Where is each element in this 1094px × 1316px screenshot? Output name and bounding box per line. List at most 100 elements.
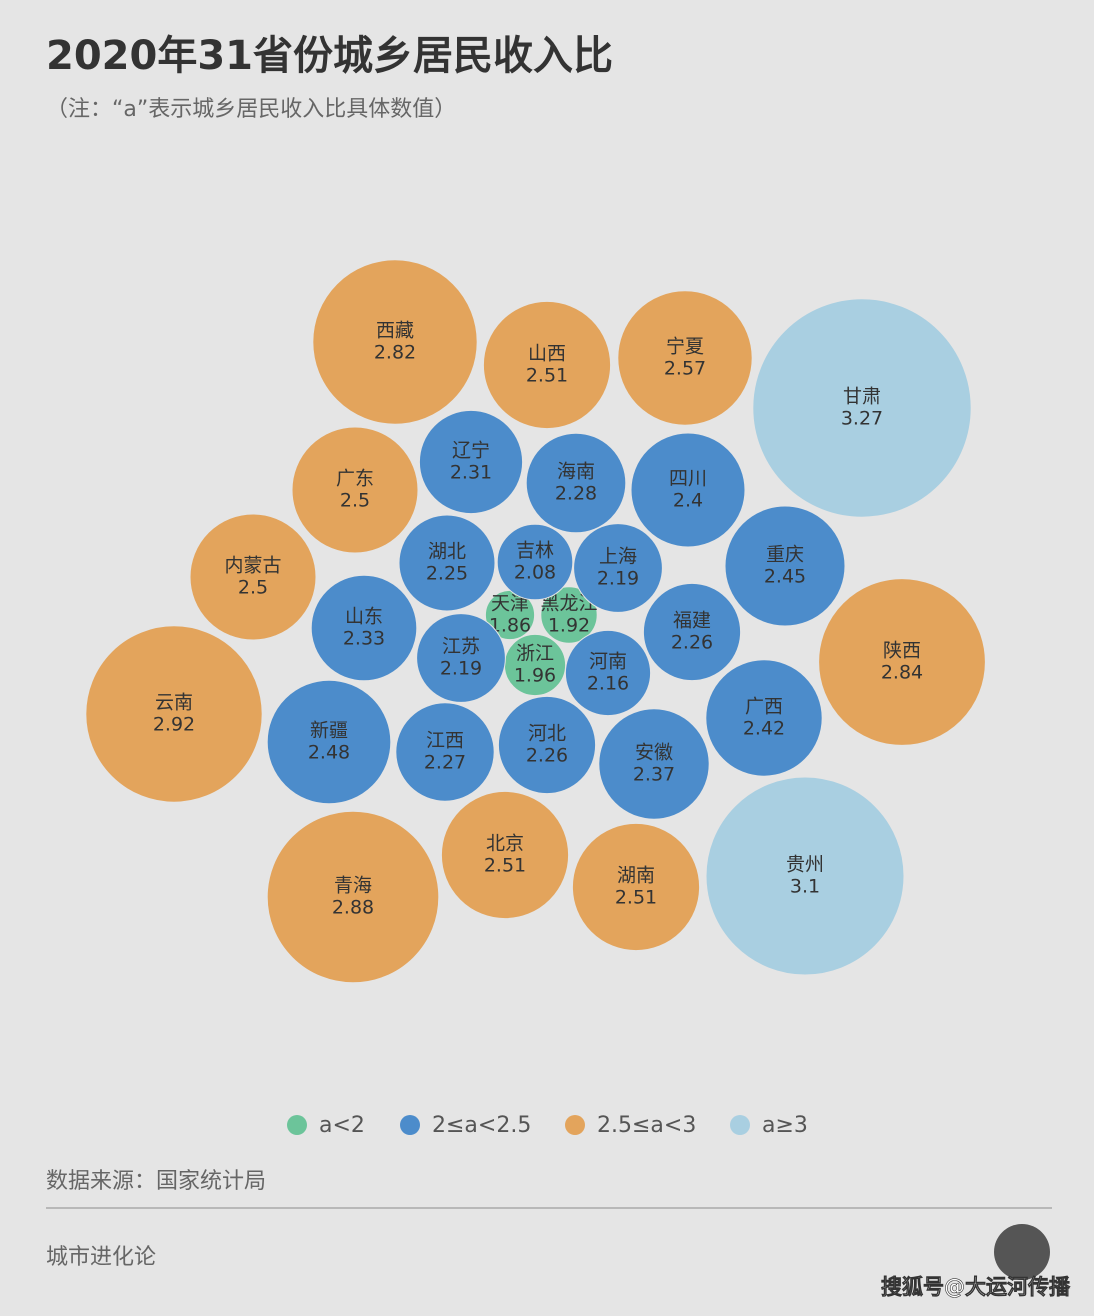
chart-subtitle: （注：“a”表示城乡居民收入比具体数值）	[46, 97, 456, 122]
bubble-name: 西藏	[376, 320, 414, 342]
bubble-name: 宁夏	[666, 336, 704, 358]
bubble-name: 上海	[599, 546, 637, 568]
bubble-name: 江苏	[442, 636, 480, 658]
bubble-value: 2.33	[343, 628, 385, 650]
legend: a<2 2≤a<2.5 2.5≤a<3 a≥3	[287, 1113, 808, 1138]
bubble-name: 天津	[491, 593, 529, 615]
bubble-name: 贵州	[786, 854, 824, 876]
bubble-value: 3.1	[790, 876, 820, 898]
source-note: 数据来源：国家统计局	[46, 1169, 266, 1194]
bubble-name: 新疆	[310, 720, 348, 742]
bubble-value: 2.08	[514, 562, 556, 584]
bubble-value: 2.42	[743, 718, 785, 740]
bubble	[310, 574, 418, 682]
bubble-value: 2.5	[238, 577, 268, 599]
bubble-value: 2.48	[308, 742, 350, 764]
bubble	[418, 409, 524, 515]
legend-swatch	[730, 1115, 750, 1135]
bubble	[705, 659, 823, 777]
bubble-value: 2.84	[881, 662, 923, 684]
bubble	[705, 776, 905, 976]
bubble-name: 四川	[669, 468, 707, 490]
bubble	[482, 300, 612, 430]
bubble-value: 2.19	[440, 658, 482, 680]
bubble-value: 1.92	[548, 615, 590, 637]
bubble-name: 青海	[334, 875, 372, 897]
bubble	[525, 432, 627, 534]
bubble-name: 河南	[589, 651, 627, 673]
bubble-value: 1.96	[514, 665, 556, 687]
legend-swatch	[287, 1115, 307, 1135]
bubble-value: 2.28	[555, 483, 597, 505]
bubble-value: 2.51	[615, 887, 657, 909]
bubble-name: 云南	[155, 692, 193, 714]
bubble-name: 浙江	[516, 643, 554, 665]
bubble-name: 甘肃	[843, 386, 881, 408]
bubble	[818, 578, 986, 746]
bubble-value: 2.51	[526, 365, 568, 387]
bubble-value: 2.82	[374, 342, 416, 364]
bubble	[395, 702, 495, 802]
bubble-value: 2.26	[671, 632, 713, 654]
bubble	[642, 582, 742, 682]
legend-label: 2.5≤a<3	[597, 1113, 696, 1138]
legend-label: a≥3	[762, 1113, 808, 1138]
bubble-value: 2.5	[340, 490, 370, 512]
bubble-value: 2.31	[450, 462, 492, 484]
bubble-name: 海南	[557, 461, 595, 483]
bubble-name: 广东	[336, 468, 374, 490]
bubble-value: 2.27	[424, 752, 466, 774]
bubble	[630, 432, 746, 548]
bubble	[266, 810, 440, 984]
bubble-value: 2.92	[153, 714, 195, 736]
bubble-name: 河北	[528, 723, 566, 745]
bubble-name: 福建	[673, 610, 711, 632]
bubble-value: 2.16	[587, 673, 629, 695]
bubble-value: 2.25	[426, 563, 468, 585]
bubble-value: 2.4	[673, 490, 703, 512]
bubble	[398, 514, 496, 612]
bubble	[496, 523, 574, 601]
bubble	[312, 259, 478, 425]
legend-swatch	[400, 1115, 420, 1135]
chart-title: 2020年31省份城乡居民收入比	[46, 33, 613, 79]
bubble-value: 1.86	[489, 615, 531, 637]
bubble	[598, 708, 710, 820]
bubble-value: 2.51	[484, 855, 526, 877]
bubble-value: 2.19	[597, 568, 639, 590]
watermark: 搜狐号@大运河传播	[881, 1275, 1071, 1299]
bubble-name: 山西	[528, 343, 566, 365]
legend-label: 2≤a<2.5	[432, 1113, 531, 1138]
bubble-name: 黑龙江	[540, 593, 597, 615]
bubble	[189, 513, 317, 641]
bubble	[752, 298, 972, 518]
bubble-value: 2.37	[633, 764, 675, 786]
bubble	[440, 790, 570, 920]
bubble	[540, 586, 598, 644]
bubble	[266, 679, 392, 805]
bubble	[497, 695, 597, 795]
bubble-name: 湖南	[617, 865, 655, 887]
bubble	[291, 426, 419, 554]
bubble-value: 2.88	[332, 897, 374, 919]
bubble-name: 吉林	[516, 540, 554, 562]
bubble-value: 2.57	[664, 358, 706, 380]
brand-logo	[994, 1224, 1050, 1280]
bubble-name: 江西	[426, 730, 464, 752]
bubble-value: 2.26	[526, 745, 568, 767]
bubble-name: 山东	[345, 606, 383, 628]
bubble	[564, 629, 652, 717]
legend-swatch	[565, 1115, 585, 1135]
bubble	[571, 822, 701, 952]
bubble	[617, 290, 753, 426]
bubble	[416, 613, 506, 703]
bubble-value: 3.27	[841, 408, 883, 430]
bubble-name: 湖北	[428, 541, 466, 563]
bubble	[573, 523, 663, 613]
legend-label: a<2	[319, 1113, 365, 1138]
bubble-name: 陕西	[883, 640, 921, 662]
bubble-value: 2.45	[764, 566, 806, 588]
